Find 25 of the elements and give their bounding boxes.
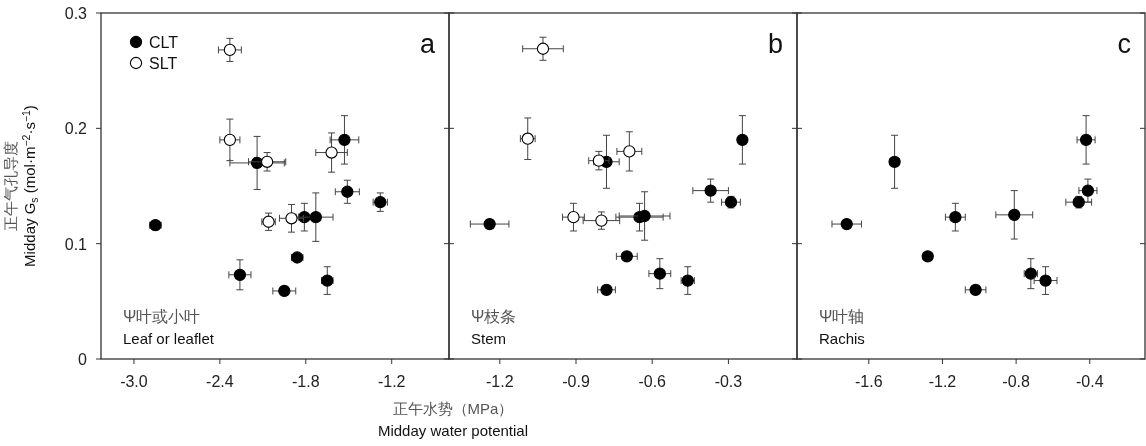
x-tick-label: -0.8 [1002, 373, 1030, 390]
x-tick-label: -2.4 [206, 373, 234, 390]
annotation: Ψ叶轴 Rachis [819, 308, 865, 347]
legend-label: SLT [149, 55, 178, 72]
x-tick-label: -1.2 [486, 373, 514, 390]
y-tick-label: 0 [78, 351, 88, 368]
annotation: Ψ枝条 Stem [471, 308, 517, 347]
x-axis-title: 正午水势（MPa） Midday water potential [377, 400, 529, 439]
x-tick-label: -0.9 [562, 373, 590, 390]
x-tick-label: -3.0 [120, 373, 148, 390]
y-tick-label: 0.2 [64, 120, 88, 138]
x-tick-label: -1.6 [855, 373, 883, 390]
annotation: Ψ叶或小叶 Leaf or leaflet [123, 308, 215, 347]
x-tick-label: -0.4 [1075, 373, 1104, 390]
text: c [1117, 29, 1131, 59]
y-tick-label: 0.1 [64, 235, 88, 253]
x-tick-label: -0.6 [638, 373, 667, 390]
text: b [767, 29, 783, 59]
y-tick-label: 0.3 [64, 5, 88, 22]
text: a [419, 29, 436, 59]
x-tick-label: -1.2 [928, 373, 957, 390]
x-tick-label: -0.3 [714, 373, 743, 390]
x-tick-label: -1.8 [292, 373, 320, 390]
legend-label: CLT [149, 34, 179, 51]
x-tick-label: -1.2 [377, 373, 406, 390]
